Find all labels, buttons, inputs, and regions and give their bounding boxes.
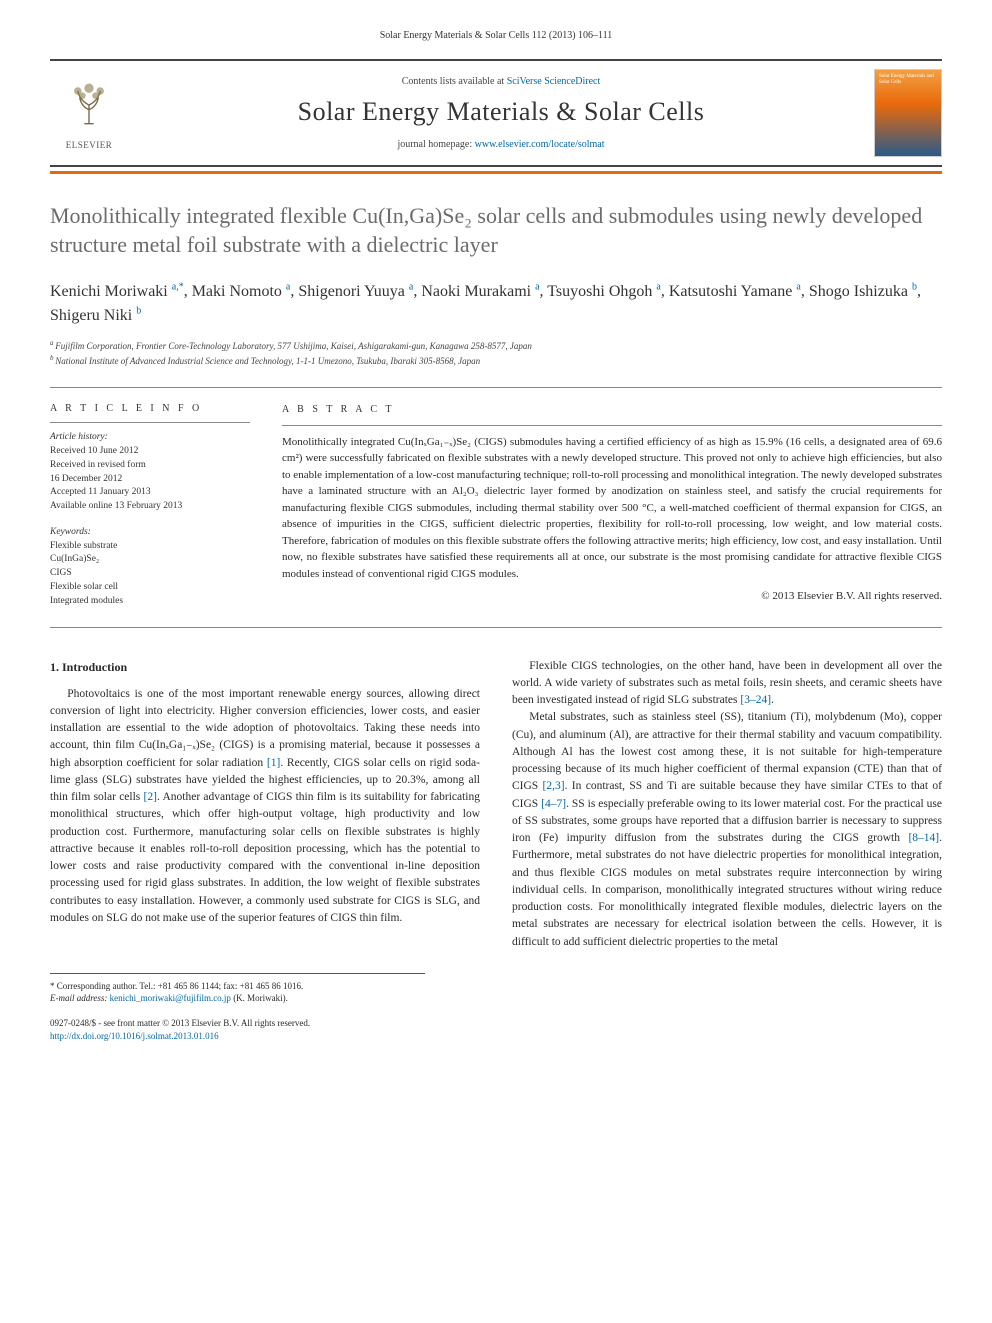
section-heading-introduction: 1. Introduction bbox=[50, 658, 480, 676]
body-two-columns: 1. Introduction Photovoltaics is one of … bbox=[50, 658, 942, 951]
doi-link[interactable]: http://dx.doi.org/10.1016/j.solmat.2013.… bbox=[50, 1031, 219, 1041]
citation-link[interactable]: [1] bbox=[267, 757, 280, 769]
journal-homepage-line: journal homepage: www.elsevier.com/locat… bbox=[128, 139, 874, 150]
citation-link[interactable]: [2] bbox=[144, 791, 157, 803]
author-name: Naoki Murakami a bbox=[421, 283, 539, 300]
footnote-separator bbox=[50, 973, 425, 974]
author-affil-marker[interactable]: a,* bbox=[172, 281, 184, 292]
publisher-logo: ELSEVIER bbox=[50, 77, 128, 150]
author-name: Tsuyoshi Ohgoh a bbox=[547, 283, 661, 300]
author-name: Kenichi Moriwaki a,* bbox=[50, 283, 184, 300]
citation-link[interactable]: [4–7] bbox=[541, 798, 566, 810]
keyword-item: Integrated modules bbox=[50, 595, 250, 609]
contents-available-line: Contents lists available at SciVerse Sci… bbox=[128, 76, 874, 87]
journal-header: ELSEVIER Contents lists available at Sci… bbox=[50, 59, 942, 167]
abstract-heading: A B S T R A C T bbox=[282, 402, 942, 417]
elsevier-tree-icon bbox=[61, 77, 117, 133]
author-affil-marker[interactable]: b bbox=[912, 281, 917, 292]
publisher-name: ELSEVIER bbox=[50, 140, 128, 150]
author-email-link[interactable]: kenichi_moriwaki@fujifilm.co.jp bbox=[110, 993, 231, 1003]
bottom-metadata: 0927-0248/$ - see front matter © 2013 El… bbox=[50, 1017, 942, 1042]
article-info-column: A R T I C L E I N F O Article history: R… bbox=[50, 402, 250, 609]
affiliation-item: b National Institute of Advanced Industr… bbox=[50, 353, 942, 369]
history-label: Article history: bbox=[50, 431, 250, 445]
orange-divider bbox=[50, 171, 942, 174]
horizontal-rule bbox=[50, 387, 942, 388]
contents-prefix: Contents lists available at bbox=[402, 76, 507, 87]
author-affil-marker[interactable]: a bbox=[796, 281, 800, 292]
citation-link[interactable]: [3–24] bbox=[740, 694, 771, 706]
history-item: Accepted 11 January 2013 bbox=[50, 486, 250, 500]
journal-title: Solar Energy Materials & Solar Cells bbox=[128, 97, 874, 127]
corresponding-author-note: * Corresponding author. Tel.: +81 465 86… bbox=[50, 980, 942, 993]
history-item: 16 December 2012 bbox=[50, 473, 250, 487]
intro-paragraph-1: Photovoltaics is one of the most importa… bbox=[50, 686, 480, 928]
author-affil-marker[interactable]: a bbox=[656, 281, 660, 292]
journal-reference: Solar Energy Materials & Solar Cells 112… bbox=[50, 30, 942, 41]
author-list: Kenichi Moriwaki a,*, Maki Nomoto a, Shi… bbox=[50, 279, 942, 328]
keyword-item: Flexible solar cell bbox=[50, 581, 250, 595]
affiliation-item: a Fujifilm Corporation, Frontier Core-Te… bbox=[50, 338, 942, 354]
author-affil-marker[interactable]: a bbox=[286, 281, 290, 292]
author-name: Maki Nomoto a bbox=[192, 283, 291, 300]
abstract-text: Monolithically integrated Cu(InₓGa₁₋ₓ)Se… bbox=[282, 434, 942, 583]
citation-link[interactable]: [8–14] bbox=[908, 832, 939, 844]
keyword-item: Flexible substrate bbox=[50, 540, 250, 554]
abstract-column: A B S T R A C T Monolithically integrate… bbox=[282, 402, 942, 609]
horizontal-rule bbox=[50, 627, 942, 628]
homepage-link[interactable]: www.elsevier.com/locate/solmat bbox=[475, 139, 605, 150]
citation-link[interactable]: [2,3] bbox=[543, 780, 565, 792]
author-affil-marker[interactable]: a bbox=[535, 281, 539, 292]
email-line: E-mail address: kenichi_moriwaki@fujifil… bbox=[50, 992, 942, 1005]
affiliation-list: a Fujifilm Corporation, Frontier Core-Te… bbox=[50, 338, 942, 369]
intro-paragraph-3: Metal substrates, such as stainless stee… bbox=[512, 709, 942, 951]
homepage-prefix: journal homepage: bbox=[397, 139, 474, 150]
history-item: Received 10 June 2012 bbox=[50, 445, 250, 459]
author-name: Shigeru Niki b bbox=[50, 307, 141, 324]
article-title: Monolithically integrated flexible Cu(In… bbox=[50, 202, 942, 259]
author-affil-marker[interactable]: a bbox=[409, 281, 413, 292]
author-name: Katsutoshi Yamane a bbox=[669, 283, 801, 300]
keywords-label: Keywords: bbox=[50, 526, 250, 540]
author-name: Shogo Ishizuka b bbox=[809, 283, 917, 300]
issn-copyright-line: 0927-0248/$ - see front matter © 2013 El… bbox=[50, 1017, 942, 1030]
author-affil-marker[interactable]: b bbox=[136, 306, 141, 317]
scidirect-link[interactable]: SciVerse ScienceDirect bbox=[507, 76, 601, 87]
author-name: Shigenori Yuuya a bbox=[298, 283, 413, 300]
keyword-item: Cu(InGa)Se₂ bbox=[50, 553, 250, 567]
intro-paragraph-2: Flexible CIGS technologies, on the other… bbox=[512, 658, 942, 710]
cover-title-text: Solar Energy Materials and Solar Cells bbox=[879, 74, 937, 85]
abstract-copyright: © 2013 Elsevier B.V. All rights reserved… bbox=[282, 588, 942, 605]
footnotes: * Corresponding author. Tel.: +81 465 86… bbox=[50, 980, 942, 1005]
article-info-heading: A R T I C L E I N F O bbox=[50, 402, 250, 417]
history-item: Available online 13 February 2013 bbox=[50, 500, 250, 514]
journal-cover-thumbnail: Solar Energy Materials and Solar Cells bbox=[874, 69, 942, 157]
keyword-item: CIGS bbox=[50, 567, 250, 581]
history-item: Received in revised form bbox=[50, 459, 250, 473]
